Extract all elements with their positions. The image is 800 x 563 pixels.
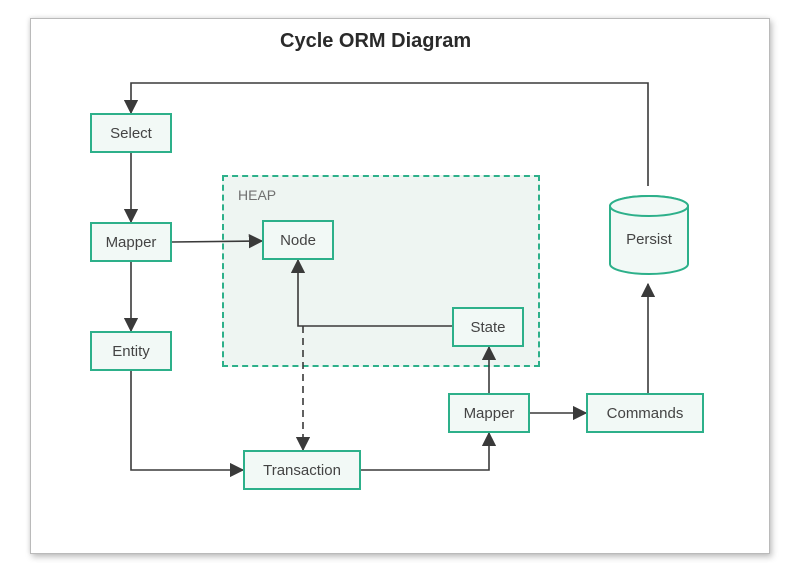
node-label-node: Node	[280, 232, 316, 249]
node-label-mapper1: Mapper	[106, 234, 157, 251]
node-select: Select	[90, 113, 172, 153]
node-mapper1: Mapper	[90, 222, 172, 262]
node-label-mapper2: Mapper	[464, 405, 515, 422]
node-label-state: State	[470, 319, 505, 336]
node-label-persist: Persist	[626, 231, 673, 248]
node-commands: Commands	[586, 393, 704, 433]
node-node: Node	[262, 220, 334, 260]
node-entity: Entity	[90, 331, 172, 371]
diagram-canvas: Cycle ORM Diagram HEAP Select Mapper Entit…	[0, 0, 800, 563]
node-persist: Persist	[609, 196, 689, 274]
node-label-transaction: Transaction	[263, 462, 341, 479]
node-label-select: Select	[110, 125, 152, 142]
node-transaction: Transaction	[243, 450, 361, 490]
diagram-title: Cycle ORM Diagram	[280, 30, 471, 53]
node-mapper2: Mapper	[448, 393, 530, 433]
node-state: State	[452, 307, 524, 347]
heap-label: HEAP	[238, 187, 276, 203]
node-label-commands: Commands	[607, 405, 684, 422]
node-label-entity: Entity	[112, 343, 150, 360]
